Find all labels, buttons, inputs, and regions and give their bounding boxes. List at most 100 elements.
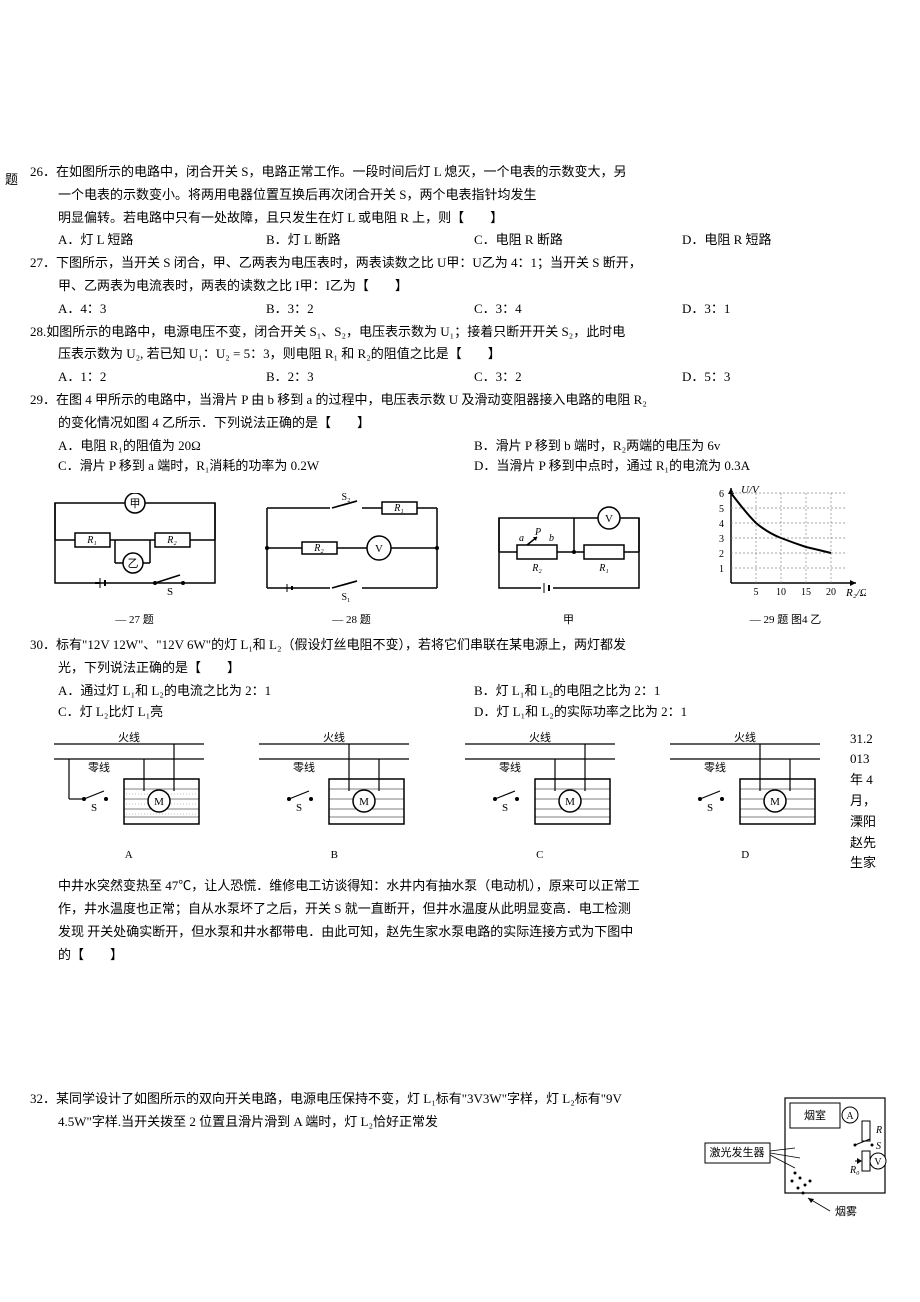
q26-opt-b: B．灯 L 断路 — [266, 230, 474, 251]
q27-opt-a: A．4：3 — [58, 299, 266, 320]
q26-opt-a: A．灯 L 短路 — [58, 230, 266, 251]
svg-text:烟室: 烟室 — [804, 1108, 826, 1122]
q29-opt-b: B．滑片 P 移到 b 端时，R₂两端的电压为 6v — [474, 436, 890, 457]
rc4: 溧阳 — [850, 812, 890, 833]
rc6: 生家 — [850, 853, 890, 874]
svg-text:V: V — [375, 543, 383, 555]
svg-text:R₂: R₂ — [166, 535, 177, 546]
rc5: 赵先 — [850, 833, 890, 854]
svg-text:R₂/Ω: R₂/Ω — [845, 587, 866, 599]
q28-opt-b: B．2：3 — [266, 367, 474, 388]
circuit-c-label: C — [441, 847, 639, 865]
q29-num: 29． — [30, 392, 56, 407]
figure-27: 甲 R₁ R₂ 乙 S — 27 题 — [30, 493, 239, 629]
svg-text:M: M — [154, 796, 164, 808]
q29-opt-a: A．电阻 R₁的阻值为 20Ω — [58, 436, 474, 457]
q32-diagram: 烟室 A R S R₀ V 激光发生器 — [700, 1093, 890, 1225]
q29-line1: 在图 4 甲所示的电路中，当滑片 P 由 b 移到 a 的过程中，电压表示数 U… — [56, 392, 647, 407]
q28-num: 28. — [30, 324, 46, 339]
q30-opt-d: D．灯 L₁和 L₂的实际功率之比为 2：1 — [474, 702, 890, 723]
svg-text:V: V — [605, 513, 613, 525]
svg-text:零线: 零线 — [704, 760, 726, 774]
q29-line2: 的变化情况如图 4 乙所示．下列说法正确的是【 】 — [30, 413, 890, 434]
q26-line2: 一个电表的示数变小。将两用电器位置互换后再次闭合开关 S，两个电表指针均发生 — [30, 185, 890, 206]
rc1: 013 — [850, 749, 890, 770]
q28-line1: 如图所示的电路中，电源电压不变，闭合开关 S₁、S₂，电压表示数为 U₁；接着只… — [46, 324, 625, 339]
q30-options: A．通过灯 L₁和 L₂的电流之比为 2：1 B．灯 L₁和 L₂的电阻之比为 … — [30, 681, 890, 723]
q30-line2: 光，下列说法正确的是【 】 — [30, 658, 890, 679]
circuit-d-label: D — [647, 847, 845, 865]
svg-text:U/V: U/V — [741, 484, 760, 496]
rc2: 年 4 — [850, 770, 890, 791]
svg-text:6: 6 — [719, 489, 724, 500]
q28-line2: 压表示数为 U₂, 若已知 U₁：U₂ = 5：3，则电阻 R₁ 和 R₂的阻值… — [30, 344, 890, 365]
svg-text:4: 4 — [719, 519, 724, 530]
svg-text:R₁: R₁ — [393, 503, 404, 514]
q32-line1: 某同学设计了如图所示的双向开关电路，电源电压保持不变，灯 L₁标有"3V3W"字… — [56, 1091, 622, 1106]
circuit-b-label: B — [236, 847, 434, 865]
svg-text:R₂: R₂ — [531, 563, 542, 574]
svg-text:R: R — [875, 1125, 882, 1136]
svg-text:5: 5 — [719, 504, 724, 515]
svg-text:R₁: R₁ — [598, 563, 609, 574]
question-32-block: 烟室 A R S R₀ V 激光发生器 — [30, 1089, 890, 1225]
svg-text:火线: 火线 — [323, 730, 345, 744]
q27-line2: 甲、乙两表为电流表时，两表的读数之比 I甲：I乙为【 】 — [30, 276, 890, 297]
svg-text:10: 10 — [776, 587, 786, 598]
q27-options: A．4：3 B．3：2 C．3：4 D．3：1 — [30, 299, 890, 320]
svg-text:M: M — [359, 796, 369, 808]
figure-29a-caption: 甲 — [464, 612, 673, 630]
q26-num: 26． — [30, 164, 56, 179]
svg-text:5: 5 — [753, 587, 758, 598]
q26-options: A．灯 L 短路 B．灯 L 断路 C．电阻 R 断路 D．电阻 R 短路 — [30, 230, 890, 251]
svg-text:1: 1 — [719, 564, 724, 575]
circuit-d: 火线 零线 M S D — [647, 729, 845, 865]
q28-opt-a: A．1：2 — [58, 367, 266, 388]
question-26: 26．在如图所示的电路中，闭合开关 S，电路正常工作。一段时间后灯 L 熄灭，一… — [30, 162, 890, 183]
q31-para1: 中井水突然变热至 47℃，让人恐慌．维修电工访谈得知：水井内有抽水泵（电动机），… — [30, 876, 890, 897]
svg-text:20: 20 — [826, 587, 836, 598]
svg-text:火线: 火线 — [118, 730, 140, 744]
svg-text:S₁: S₁ — [341, 592, 350, 603]
svg-text:V: V — [874, 1157, 882, 1168]
circuit-b: 火线 零线 M S B — [236, 729, 434, 865]
q27-line1: 下图所示，当开关 S 闭合，甲、乙两表为电压表时，两表读数之比 U甲：U乙为 4… — [56, 255, 642, 270]
svg-text:M: M — [770, 796, 780, 808]
svg-text:3: 3 — [719, 534, 724, 545]
q28-opt-c: C．3：2 — [474, 367, 682, 388]
rc3: 月， — [850, 791, 890, 812]
q27-opt-c: C．3：4 — [474, 299, 682, 320]
q27-num: 27． — [30, 255, 56, 270]
question-28: 28.如图所示的电路中，电源电压不变，闭合开关 S₁、S₂，电压表示数为 U₁；… — [30, 322, 890, 343]
fig-cap-29c: 图4 乙 — [791, 614, 821, 626]
figure-29-chart-caption: — 29 题 图4 乙 — [681, 612, 890, 630]
svg-text:15: 15 — [801, 587, 811, 598]
svg-text:甲: 甲 — [129, 498, 140, 510]
svg-text:S: S — [707, 802, 713, 814]
rc0: 31.2 — [850, 729, 890, 750]
q28-options: A．1：2 B．2：3 C．3：2 D．5：3 — [30, 367, 890, 388]
circuit-a: 火线 零线 M — [30, 729, 228, 865]
q31-para2: 作，井水温度也正常；自从水泵坏了之后，开关 S 就一直断开，但井水温度从此明显变… — [30, 899, 890, 920]
figure-29-chart: U/V R₂/Ω 1 2 3 4 5 6 5 10 — [681, 483, 890, 629]
svg-text:a: a — [519, 533, 524, 544]
svg-text:零线: 零线 — [88, 760, 110, 774]
figure-row-27-29: 甲 R₁ R₂ 乙 S — 27 题 — [30, 483, 890, 629]
q26-line3: 明显偏转。若电路中只有一处故障，且只发生在灯 L 或电阻 R 上，则【 】 — [30, 208, 890, 229]
q31-para4: 的【 】 — [30, 945, 890, 966]
svg-text:S₂: S₂ — [341, 493, 350, 503]
q30-opt-a: A．通过灯 L₁和 L₂的电流之比为 2：1 — [58, 681, 474, 702]
svg-text:R₀: R₀ — [849, 1165, 860, 1176]
svg-text:烟雾: 烟雾 — [835, 1204, 857, 1218]
svg-text:S: S — [166, 586, 172, 598]
q27-opt-d: D．3：1 — [682, 299, 890, 320]
svg-text:零线: 零线 — [293, 760, 315, 774]
figure-27-caption: — 27 题 — [30, 612, 239, 630]
svg-text:乙: 乙 — [127, 557, 138, 570]
q31-para3: 发现 开关处确实断开，但水泵和井水都带电．由此可知，赵先生家水泵电路的实际连接方… — [30, 922, 890, 943]
q30-opt-c: C．灯 L₂比灯 L₁亮 — [58, 702, 474, 723]
q32-num: 32． — [30, 1091, 56, 1106]
q31-right-column: 31.2 013 年 4 月， 溧阳 赵先 生家 — [850, 729, 890, 875]
stray-label: 题 — [5, 170, 18, 191]
figure-28: S₂ R₁ R₂ V S₁ — 28 题 — [247, 493, 456, 629]
